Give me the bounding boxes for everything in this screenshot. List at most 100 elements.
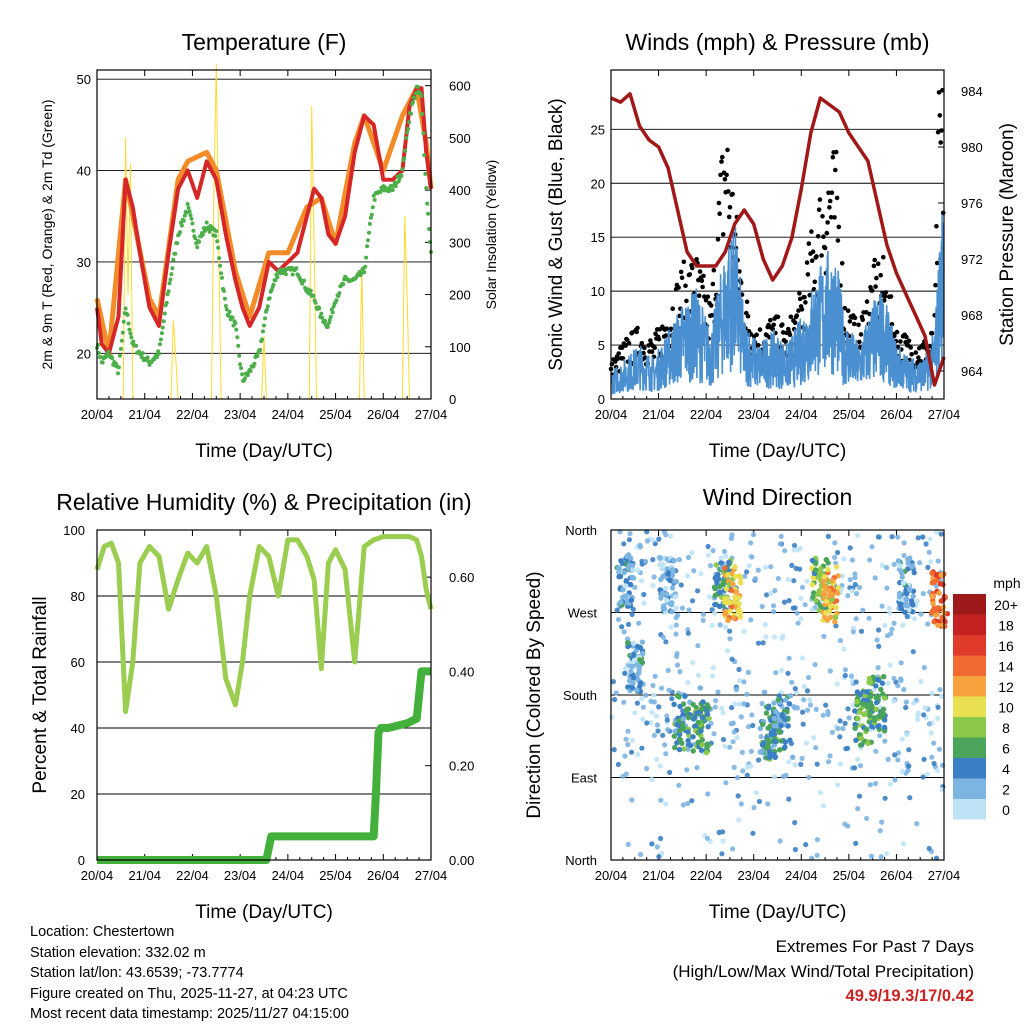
direction-point	[662, 585, 669, 592]
direction-point	[765, 725, 771, 731]
direction-point	[636, 620, 642, 626]
direction-point	[832, 554, 838, 561]
direction-point	[658, 797, 664, 803]
direction-point	[676, 717, 682, 724]
direction-point	[772, 738, 778, 744]
gust-point	[835, 238, 841, 243]
direction-point	[690, 701, 696, 708]
direction-point	[685, 573, 691, 579]
dewpoint-point	[222, 296, 227, 301]
direction-point	[809, 582, 816, 588]
dewpoint-point	[368, 215, 373, 220]
direction-point	[731, 764, 737, 771]
direction-point	[748, 748, 755, 755]
direction-point	[641, 600, 647, 606]
direction-point	[667, 577, 673, 584]
x-tick-label: 24/04	[272, 868, 305, 883]
x-tick-label: 26/04	[367, 407, 400, 422]
direction-point	[834, 681, 840, 687]
dewpoint-point	[283, 272, 288, 277]
direction-point	[671, 733, 677, 739]
direction-point	[837, 637, 844, 644]
gust-point	[722, 177, 728, 182]
direction-point	[676, 746, 683, 753]
direction-point	[612, 696, 618, 703]
direction-point	[737, 677, 743, 684]
direction-point	[897, 602, 903, 608]
dewpoint-point	[106, 349, 111, 354]
gust-point	[929, 330, 935, 336]
direction-point	[872, 781, 879, 787]
direction-point	[737, 580, 744, 586]
direction-point	[622, 753, 628, 759]
direction-point	[835, 782, 841, 788]
direction-point	[783, 772, 789, 779]
direction-point	[727, 608, 733, 614]
gust-point	[690, 265, 695, 271]
gust-point	[720, 154, 725, 160]
direction-point	[650, 682, 656, 689]
direction-point	[663, 801, 669, 807]
dewpoint-point	[188, 213, 193, 218]
direction-point	[700, 617, 706, 623]
direction-point	[794, 610, 800, 616]
direction-point	[915, 535, 921, 541]
gust-point	[874, 275, 879, 281]
legend-swatch	[953, 758, 986, 779]
x-tick-label: 26/04	[880, 407, 913, 422]
direction-point	[852, 575, 858, 581]
gust-point	[681, 259, 687, 265]
dewpoint-point	[217, 256, 222, 261]
legend-title: mph	[993, 575, 1020, 591]
direction-point	[720, 710, 726, 716]
extremes-title: Extremes For Past 7 Days	[775, 937, 974, 956]
direction-point	[649, 841, 655, 847]
direction-point	[839, 573, 845, 579]
direction-point	[745, 669, 752, 676]
direction-point	[771, 728, 777, 734]
direction-point	[835, 725, 841, 732]
direction-point	[867, 711, 873, 717]
y-tick-label: West	[568, 606, 598, 621]
direction-point	[741, 701, 747, 707]
gust-point	[710, 281, 716, 287]
direction-point	[791, 578, 797, 584]
gust-point	[678, 269, 684, 275]
direction-point	[811, 735, 817, 741]
direction-point	[779, 667, 785, 674]
gust-point	[726, 189, 731, 194]
direction-point	[730, 846, 736, 852]
dewpoint-point	[405, 130, 410, 135]
direction-point	[792, 846, 799, 853]
legend-swatch	[953, 614, 986, 635]
dewpoint-point	[327, 318, 332, 322]
gust-point	[833, 149, 839, 155]
station-pressure-line	[610, 92, 946, 387]
direction-point	[737, 701, 743, 707]
x-tick-label: 25/04	[833, 868, 866, 883]
direction-point	[775, 711, 781, 717]
direction-point	[644, 720, 650, 726]
direction-point	[622, 665, 629, 671]
direction-point	[750, 722, 756, 729]
direction-point	[695, 739, 701, 745]
direction-point	[662, 742, 668, 748]
gust-point	[717, 211, 722, 216]
direction-point	[825, 566, 831, 573]
dewpoint-point	[166, 289, 171, 294]
direction-point	[628, 597, 635, 603]
direction-point	[627, 581, 634, 588]
direction-point	[695, 588, 701, 594]
direction-point	[623, 593, 629, 599]
x-axis-label: Time (Day/UTC)	[709, 902, 847, 923]
direction-point	[827, 592, 834, 598]
direction-point	[748, 540, 754, 546]
gust-point	[744, 299, 750, 305]
direction-point	[710, 665, 717, 671]
gust-point	[775, 314, 781, 320]
direction-point	[729, 705, 735, 711]
direction-point	[613, 690, 619, 696]
gust-point	[687, 272, 693, 277]
dewpoint-point	[403, 148, 408, 153]
station-location: Location: Chestertown	[30, 924, 175, 940]
